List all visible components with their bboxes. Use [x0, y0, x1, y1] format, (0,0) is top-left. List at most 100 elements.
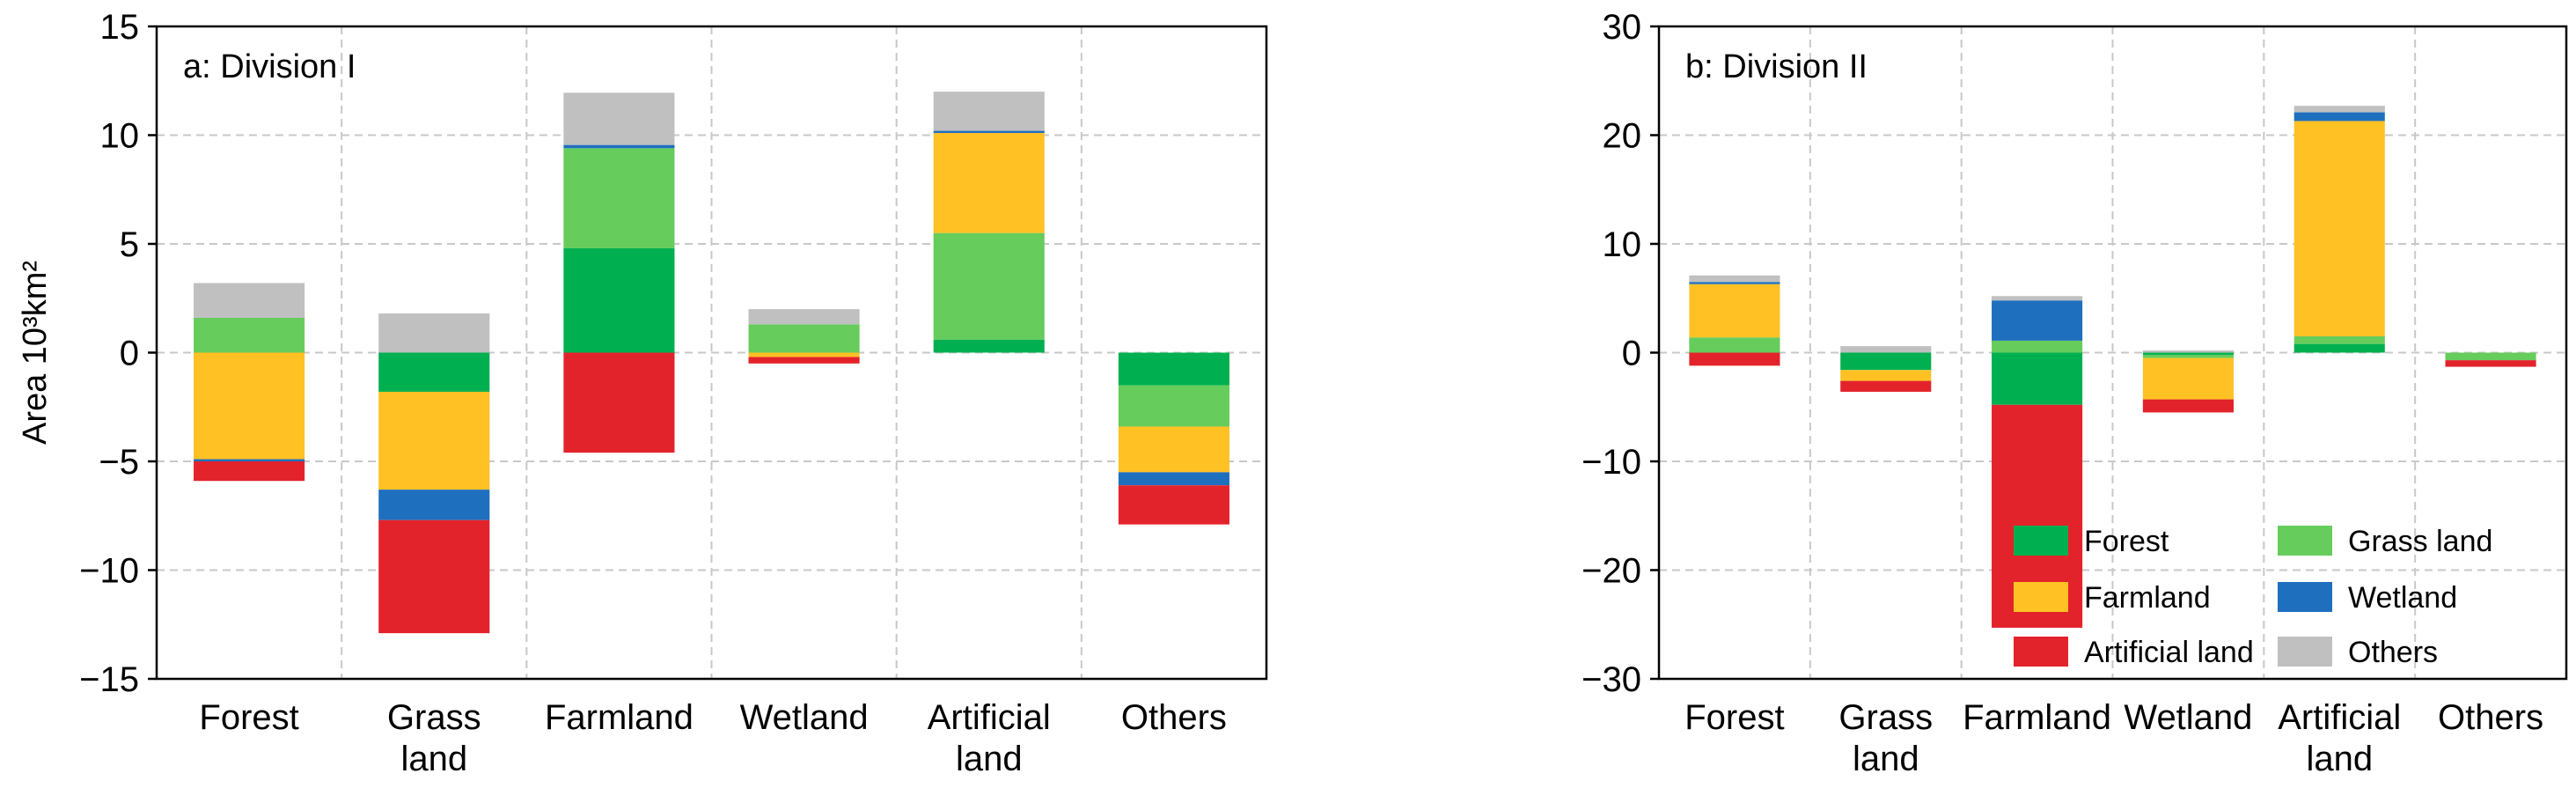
bar-b-artificial-land-farmland [2293, 121, 2385, 336]
bar-b-farmland-forest [1992, 352, 2083, 405]
bar-a-forest-others [194, 283, 305, 318]
category-label-a-artificial-land: Artificial land [928, 698, 1051, 778]
bar-a-farmland-wetland [563, 144, 675, 149]
ytick-label-30: 30 [1603, 8, 1642, 47]
bar-a-grass-land-farmland [378, 391, 490, 490]
bar-b-farmland-wetland [1992, 300, 2083, 341]
ytick-label-15: −15 [79, 660, 139, 699]
legend: Forest Grass land Farmland Wetland Artificia… [2014, 525, 2492, 669]
category-label-a-grass-land: Grass land [387, 698, 481, 778]
bar-b-grass-land-farmland [1840, 370, 1932, 381]
ytick-label-10: 10 [1603, 225, 1642, 264]
bar-a-artificial-land-others [933, 92, 1045, 131]
category-label-b-wetland: Wetland [2124, 698, 2252, 737]
panel-b: −30 −20 −10 0 10 20 30 Forest Grass land Farmland W… [1582, 8, 2568, 778]
bar-b-wetland-artificial-land [2142, 399, 2234, 413]
bar-a-others-artificial-land [1118, 485, 1229, 525]
legend-swatch-others [2278, 637, 2332, 667]
ytick-label-20: 20 [1603, 117, 1642, 156]
category-label-b-grass-land: Grass land [1838, 698, 1933, 778]
bar-b-forest-artificial-land [1689, 352, 1780, 366]
bar-b-grass-land-artificial-land [1840, 380, 1932, 392]
bar-b-wetland-others [2142, 350, 2234, 353]
ytick-label-10: 10 [100, 117, 140, 156]
bar-a-others-farmland [1118, 426, 1229, 473]
bar-b-others-artificial-land [2445, 360, 2536, 367]
legend-label-forest: Forest [2084, 525, 2169, 558]
ytick-label-10: −10 [79, 552, 139, 591]
ytick-label-10: −10 [1582, 443, 1641, 482]
panel-title-a: a: Division I [183, 48, 356, 85]
bar-b-artificial-land-wetland [2293, 112, 2385, 122]
bar-b-others-grass-land [2445, 352, 2536, 361]
legend-swatch-forest [2014, 526, 2068, 556]
category-label-b-others: Others [2438, 698, 2543, 737]
ytick-label-0: 0 [1622, 335, 1641, 373]
ytick-label-20: −20 [1582, 552, 1641, 591]
bar-b-farmland-others [1992, 296, 2083, 301]
category-label-b-artificial-land: Artificial land [2278, 698, 2401, 778]
category-label-a-wetland: Wetland [740, 698, 869, 737]
legend-swatch-artificial-land [2014, 637, 2068, 667]
bar-b-artificial-land-forest [2293, 343, 2385, 353]
legend-swatch-wetland [2278, 582, 2332, 612]
ytick-label-5: −5 [99, 443, 139, 482]
category-label-a-farmland: Farmland [545, 698, 694, 737]
panel-a: −15 −10 −5 0 5 10 15 Forest Grass land Farmland Wet… [17, 8, 1268, 778]
bar-a-artificial-land-farmland [933, 133, 1045, 233]
bar-a-forest-grass-land [194, 317, 305, 353]
category-label-b-forest: Forest [1684, 698, 1784, 737]
bar-b-artificial-land-grass-land [2293, 335, 2385, 344]
bar-b-artificial-land-others [2293, 106, 2385, 113]
legend-label-grass-land: Grass land [2348, 525, 2492, 558]
bar-a-wetland-grass-land [748, 324, 860, 353]
bar-a-artificial-land-forest [933, 339, 1045, 353]
legend-label-farmland: Farmland [2084, 581, 2211, 615]
bar-b-wetland-farmland [2142, 357, 2234, 400]
bar-a-others-forest [1118, 352, 1229, 386]
bar-a-wetland-others [748, 309, 860, 325]
category-label-a-others: Others [1121, 698, 1227, 737]
bar-b-forest-farmland [1689, 284, 1780, 338]
ytick-label-5: 5 [120, 225, 139, 264]
bar-b-grass-land-others [1840, 346, 1932, 353]
bar-a-forest-artificial-land [194, 461, 305, 482]
category-label-b-farmland: Farmland [1963, 698, 2111, 737]
bar-b-farmland-grass-land [1992, 340, 2083, 353]
bar-b-wetland-forest [2142, 352, 2234, 355]
legend-label-artificial-land: Artificial land [2084, 636, 2254, 669]
bar-a-farmland-artificial-land [563, 352, 675, 453]
legend-swatch-grass-land [2278, 526, 2332, 556]
bar-a-artificial-land-wetland [933, 130, 1045, 134]
bar-b-wetland-grass-land [2142, 354, 2234, 358]
bar-a-wetland-artificial-land [748, 357, 860, 364]
bar-a-grass-land-forest [378, 352, 490, 392]
bar-a-others-wetland [1118, 472, 1229, 486]
bar-a-farmland-others [563, 92, 675, 145]
bar-b-forest-wetland [1689, 282, 1780, 284]
bar-a-farmland-grass-land [563, 148, 675, 248]
legend-label-others: Others [2348, 636, 2438, 669]
legend-label-wetland: Wetland [2348, 581, 2457, 615]
ytick-label-30: −30 [1582, 660, 1641, 699]
bar-b-grass-land-forest [1840, 352, 1932, 371]
panel-title-b: b: Division II [1685, 48, 1868, 85]
bar-a-grass-land-artificial-land [378, 519, 490, 634]
bar-a-grass-land-wetland [378, 490, 490, 520]
bar-a-artificial-land-grass-land [933, 232, 1045, 340]
bar-a-grass-land-others [378, 313, 490, 353]
legend-swatch-farmland [2014, 582, 2068, 612]
ytick-label-15: 15 [100, 8, 140, 47]
bar-b-forest-grass-land [1689, 337, 1780, 353]
bar-a-forest-farmland [194, 352, 305, 460]
ytick-label-0: 0 [120, 335, 139, 373]
category-label-a-forest: Forest [199, 698, 298, 737]
bar-a-others-grass-land [1118, 385, 1229, 427]
bar-a-wetland-farmland [748, 352, 860, 357]
bar-a-forest-wetland [194, 459, 305, 461]
bar-a-farmland-forest [563, 247, 675, 353]
bar-b-forest-others [1689, 275, 1780, 283]
y-axis-label: Area 10³km² [17, 261, 54, 445]
